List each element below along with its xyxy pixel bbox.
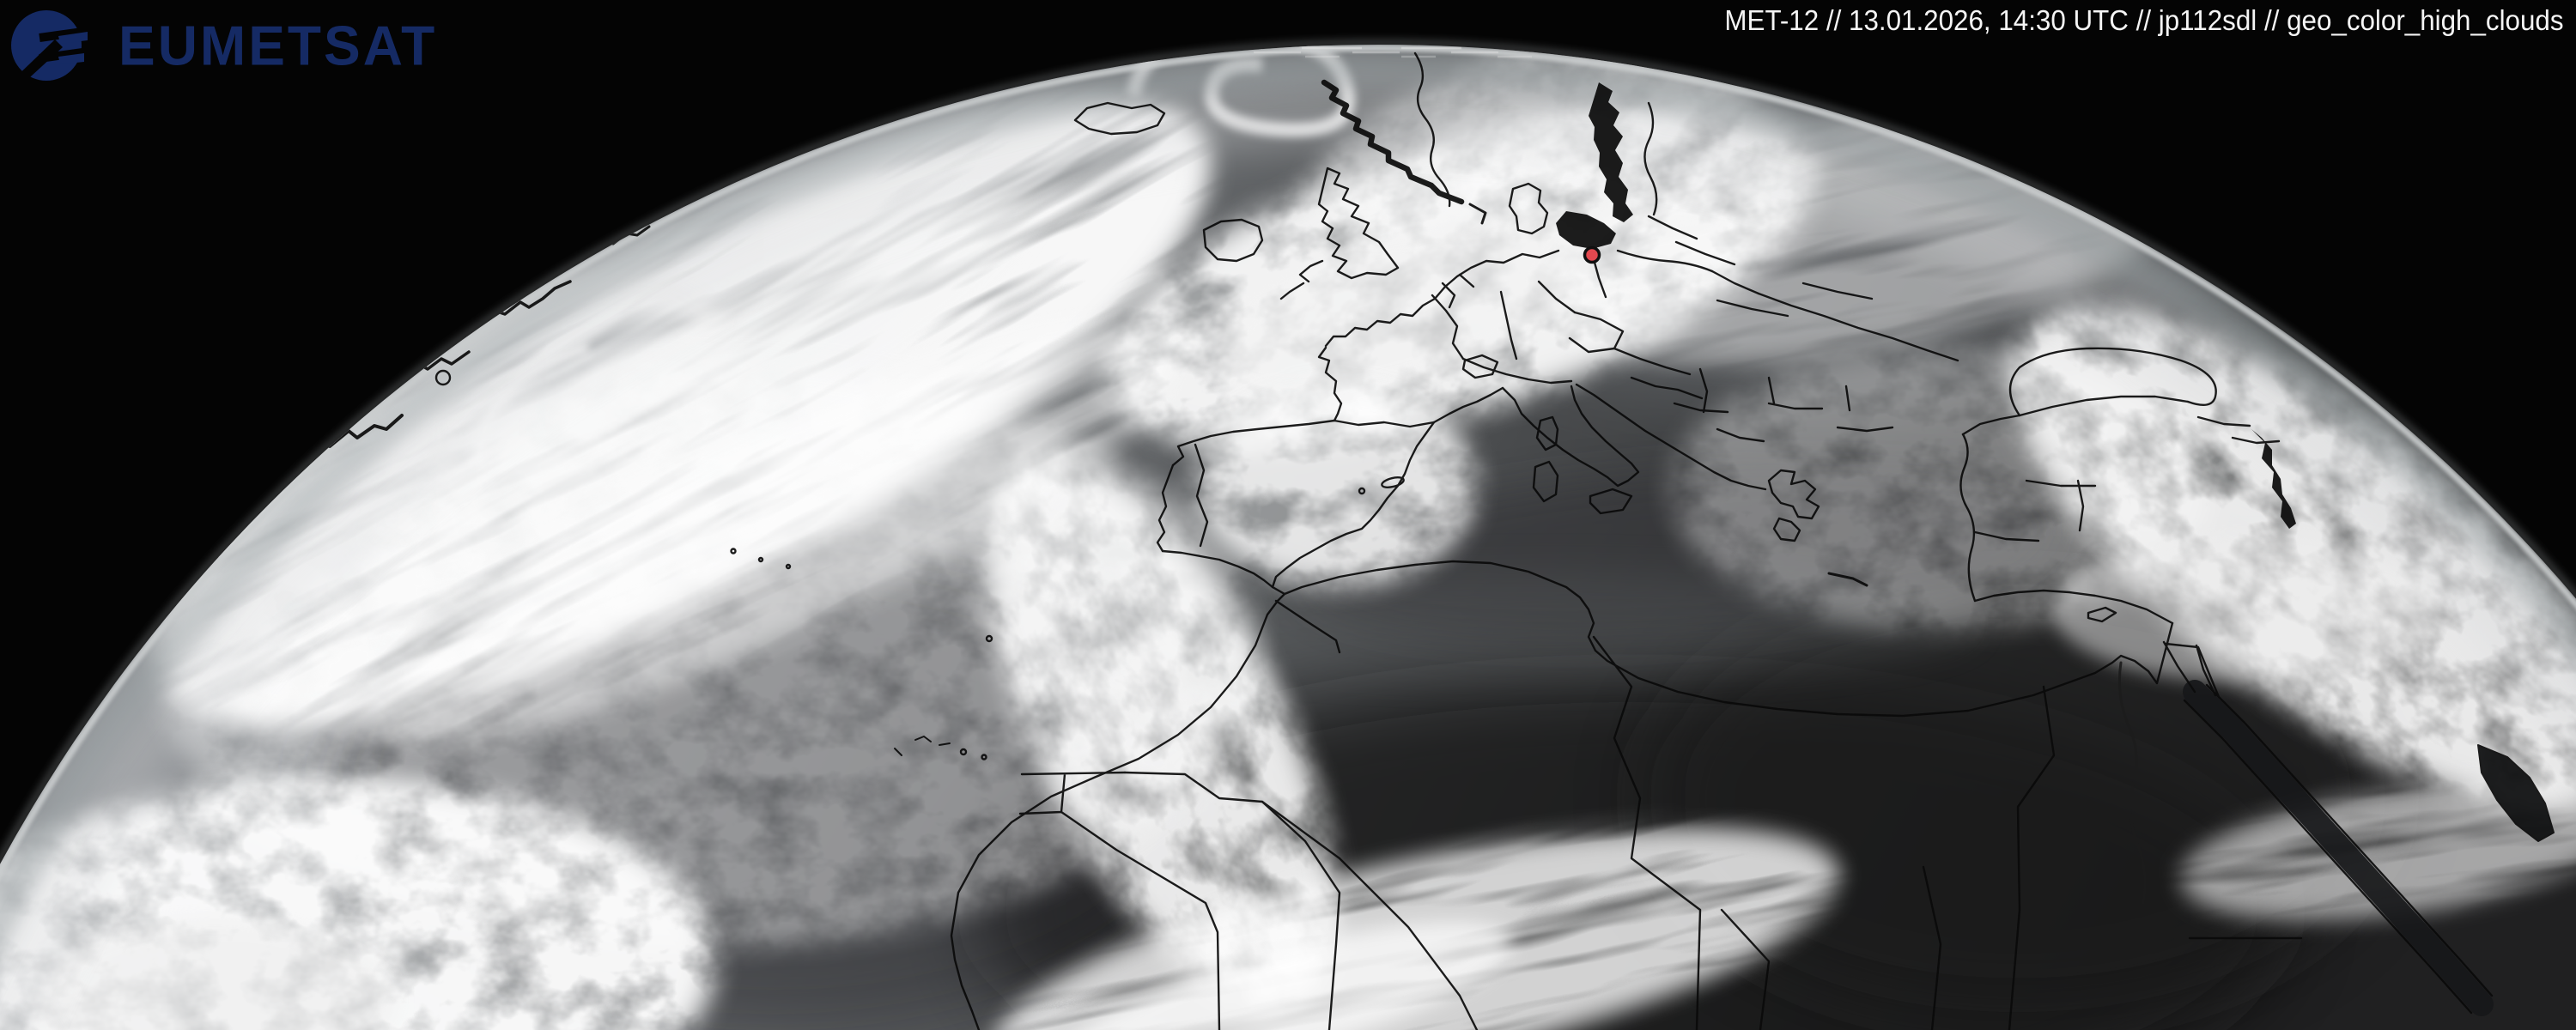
location-marker — [1583, 245, 1601, 264]
eumetsat-logo-text: EUMETSAT — [118, 14, 438, 77]
image-caption: MET-12 // 13.01.2026, 14:30 UTC // jp112… — [1724, 4, 2564, 36]
eumetsat-logo: EUMETSAT — [9, 5, 437, 86]
eumetsat-logo-mark — [9, 10, 88, 86]
border-overlay — [301, 52, 2555, 1030]
atmosphere-halo — [0, 41, 2576, 865]
limb-glow — [0, 45, 2576, 1030]
